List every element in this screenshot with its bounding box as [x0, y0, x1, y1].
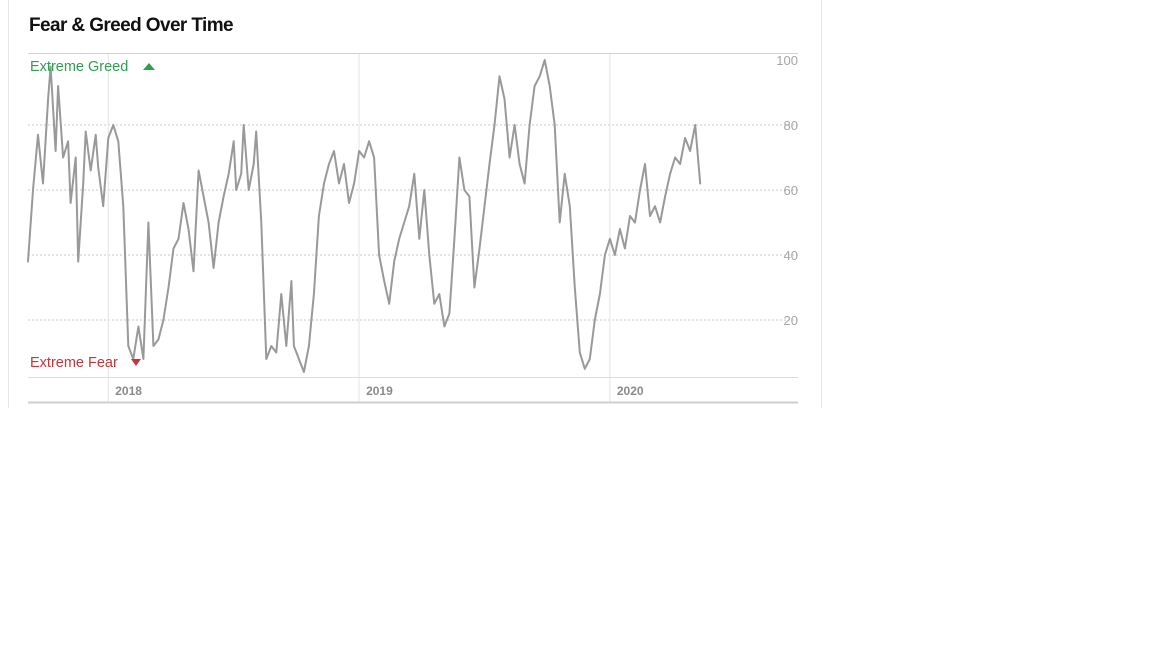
x-tick-label-2018: 2018: [115, 384, 142, 398]
y-tick-label-40: 40: [784, 248, 798, 263]
axis-layer: [28, 53, 798, 404]
fear-greed-series-line: [27, 59, 702, 373]
fear-greed-panel: Fear & Greed Over Time 20 40 60 80 100 2018 20…: [8, 0, 822, 408]
extreme-fear-label: Extreme Fear: [30, 355, 118, 371]
fear-greed-chart[interactable]: 20 40 60 80 100 2018 2019 2020 Extreme Greed Ex…: [9, 0, 821, 408]
extreme-greed-label: Extreme Greed: [30, 59, 128, 75]
x-tick-label-2019: 2019: [366, 384, 393, 398]
fear-down-arrow-icon: [131, 359, 141, 366]
greed-up-arrow-icon: [143, 63, 155, 70]
x-tick-label-2020: 2020: [617, 384, 644, 398]
tick-layer: 20 40 60 80 100 2018 2019 2020: [115, 53, 798, 398]
y-tick-label-80: 80: [784, 118, 798, 133]
y-tick-label-60: 60: [784, 183, 798, 198]
y-tick-label-100: 100: [776, 53, 798, 68]
grid-layer: [28, 54, 798, 402]
chart-title: Fear & Greed Over Time: [29, 15, 234, 36]
y-tick-label-20: 20: [784, 313, 798, 328]
